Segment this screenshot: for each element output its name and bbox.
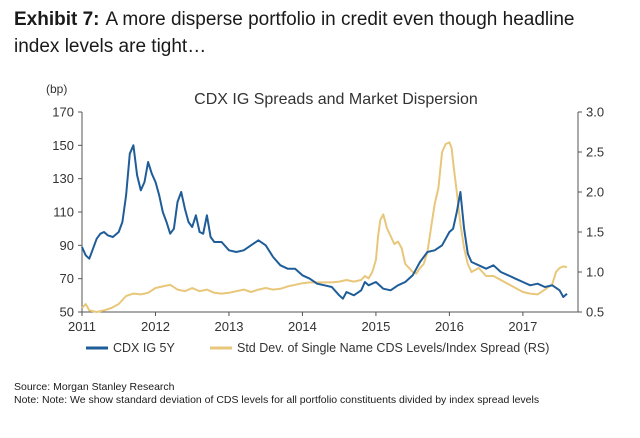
left-tick-label: 90 <box>60 238 74 253</box>
right-tick-label: 1.5 <box>586 225 604 240</box>
chart-title: CDX IG Spreads and Market Dispersion <box>194 91 478 108</box>
x-tick-label: 2011 <box>68 319 96 334</box>
left-tick-label: 170 <box>52 105 74 120</box>
exhibit-label: Exhibit 7: <box>14 9 100 30</box>
legend-label: CDX IG 5Y <box>113 341 175 355</box>
x-tick-label: 2012 <box>141 319 170 334</box>
left-tick-label: 130 <box>52 171 74 186</box>
x-tick-label: 2015 <box>361 319 390 334</box>
x-tick-label: 2013 <box>215 319 244 334</box>
right-tick-label: 2.0 <box>586 185 604 200</box>
chart-note: Note: Note: We show standard deviation o… <box>14 394 540 406</box>
left-tick-label: 110 <box>53 205 74 220</box>
x-tick-label: 2017 <box>508 319 537 334</box>
x-tick-label: 2016 <box>435 319 464 334</box>
left-tick-label: 70 <box>60 271 74 286</box>
right-tick-label: 1.0 <box>586 265 604 280</box>
series-line-cdx-ig <box>81 144 568 300</box>
exhibit-heading: Exhibit 7: A more disperse portfolio in c… <box>14 6 624 60</box>
left-axis-unit: (bp) <box>46 82 67 96</box>
series-line-dispersion <box>81 141 568 313</box>
right-tick-label: 3.0 <box>586 105 604 120</box>
left-tick-label: 50 <box>60 305 74 320</box>
left-tick-label: 150 <box>52 138 74 153</box>
right-tick-label: 2.5 <box>586 145 604 160</box>
right-tick-label: 0.5 <box>586 305 604 320</box>
x-tick-label: 2014 <box>288 319 317 334</box>
footer: Source: Morgan Stanley Research Note: No… <box>14 381 614 407</box>
source-note: Source: Morgan Stanley Research <box>14 381 175 393</box>
exhibit-title: A more disperse portfolio in credit even… <box>14 9 575 57</box>
legend-label: Std Dev. of Single Name CDS Levels/Index… <box>237 341 549 355</box>
